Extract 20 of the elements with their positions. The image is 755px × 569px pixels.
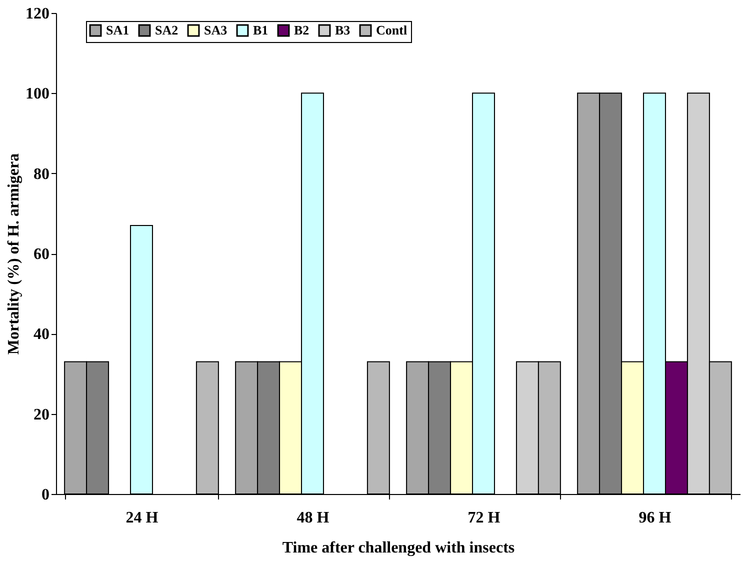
y-tick-label: 100 bbox=[26, 86, 50, 103]
legend-label: Contl bbox=[376, 22, 408, 38]
y-tick-label: 60 bbox=[34, 246, 50, 263]
x-tick-label: 72 H bbox=[468, 510, 501, 526]
legend-label: B3 bbox=[335, 22, 351, 38]
y-tick-label: 80 bbox=[34, 166, 50, 183]
legend-label: SA1 bbox=[106, 22, 130, 38]
y-tick-label: 20 bbox=[34, 406, 50, 424]
x-axis-title: Time after challenged with insects bbox=[282, 540, 515, 556]
legend-label: SA2 bbox=[155, 22, 178, 38]
legend-label: SA3 bbox=[204, 22, 228, 38]
legend-label: B2 bbox=[294, 22, 310, 38]
y-axis-title: Mortality (%) of H. armigera bbox=[6, 153, 22, 355]
y-tick-label: 0 bbox=[42, 486, 50, 504]
x-tick-label: 24 H bbox=[126, 510, 159, 526]
y-tick-label: 120 bbox=[26, 6, 50, 22]
x-tick-label: 48 H bbox=[296, 510, 330, 526]
y-tick-label: 40 bbox=[34, 326, 50, 344]
x-tick-label: 96 H bbox=[638, 510, 672, 526]
legend-label: B1 bbox=[253, 22, 268, 38]
